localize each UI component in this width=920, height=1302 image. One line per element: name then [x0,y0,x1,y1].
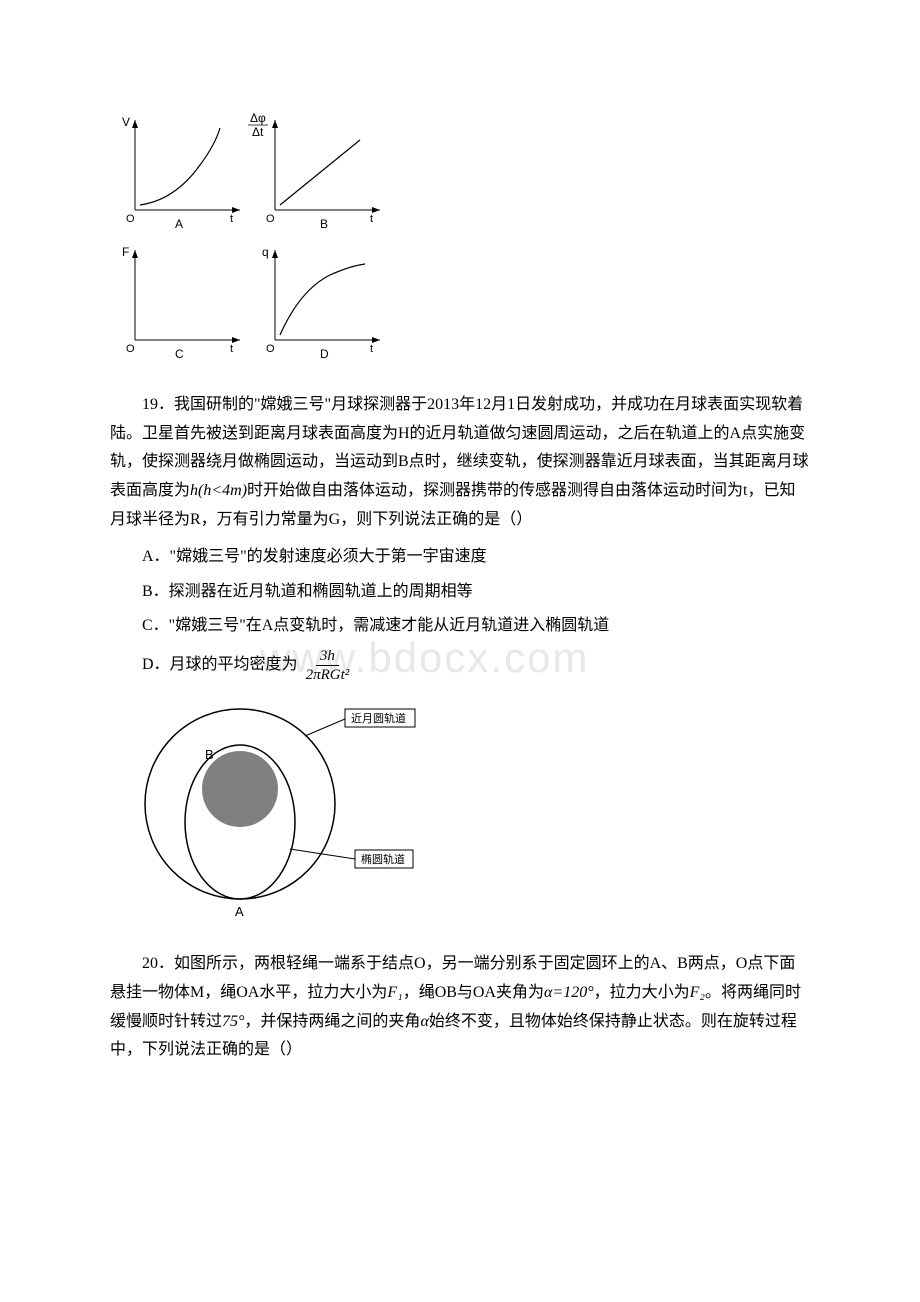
outer-orbit-label: 近月圆轨道 [351,711,406,725]
question-19: 19．我国研制的"嫦娥三号"月球探测器于2013年12月1日发射成功，并成功在月… [110,391,810,535]
orbit-diagram: B A 近月圆轨道 椭圆轨道 [130,694,810,935]
graph-b-sublabel: B [320,217,328,231]
inner-orbit-label: 椭圆轨道 [361,852,405,866]
q20-text-5: ，并保持两绳之间的夹角 [244,1013,420,1030]
graph-a-origin: O [126,213,135,225]
graph-c-origin: O [126,343,135,355]
graph-d-origin: O [266,343,275,355]
graph-d-xlabel: t [370,343,373,355]
graph-b-xlabel: t [370,213,373,225]
graphs-svg: V O t A Δφ Δt O t B [110,100,390,360]
q20-math-75: 75° [222,1013,244,1030]
fraction-num: 3h [316,647,339,666]
q20-math-alpha-eq: α=120° [544,984,594,1001]
orbit-point-b: B [205,747,214,762]
graph-b-origin: O [266,213,275,225]
graph-c-sublabel: C [175,347,184,360]
graph-c-ylabel: F [122,245,129,259]
graph-a-xlabel: t [230,213,233,225]
q20-math-alpha: α [420,1013,428,1030]
q19-inline-math: h(h<4m) [190,482,247,499]
q20-math-f1: F₁ [387,984,402,1001]
option-19b: B．探测器在近月轨道和椭圆轨道上的周期相等 [110,578,810,607]
option-19c: C．"嫦娥三号"在A点变轨时，需减速才能从近月轨道进入椭圆轨道 [110,612,810,641]
q20-text-3: ，拉力大小为 [594,984,690,1001]
graph-a-ylabel: V [122,115,130,129]
document-content: V O t A Δφ Δt O t B [110,100,810,1065]
q19-number: 19． [142,396,174,413]
option-19d-fraction: 3h 2πRGt² [302,647,354,684]
option-19d-prefix: D．月球的平均密度为 [142,651,298,680]
option-19d: D．月球的平均密度为 3h 2πRGt² [110,647,810,684]
graph-b-ylabel-num: Δφ [250,111,266,125]
option-19a: A．"嫦娥三号"的发射速度必须大于第一宇宙速度 [110,543,810,572]
q20-math-f2: F₂ [690,984,705,1001]
q20-number: 20． [142,955,174,972]
orbit-point-a: A [235,904,244,919]
q20-text-2: ，绳OB与OA夹角为 [403,984,544,1001]
graph-d-sublabel: D [320,347,329,360]
graph-b-ylabel-den: Δt [252,125,264,139]
fraction-den: 2πRGt² [302,666,354,684]
question-20: 20．如图所示，两根轻绳一端系于结点O，另一端分别系于固定圆环上的A、B两点，O… [110,950,810,1065]
graphs-block: V O t A Δφ Δt O t B [110,100,810,371]
graph-c-xlabel: t [230,343,233,355]
orbit-svg: B A 近月圆轨道 椭圆轨道 [130,694,430,924]
graph-a-sublabel: A [175,217,183,231]
graph-d-ylabel: q [262,245,269,259]
